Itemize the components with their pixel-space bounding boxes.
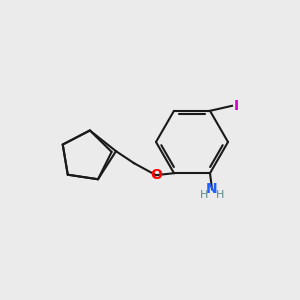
Text: O: O [150, 168, 162, 182]
Text: I: I [234, 99, 239, 113]
Text: N: N [206, 182, 218, 196]
Text: H: H [216, 190, 224, 200]
Text: H: H [200, 190, 208, 200]
